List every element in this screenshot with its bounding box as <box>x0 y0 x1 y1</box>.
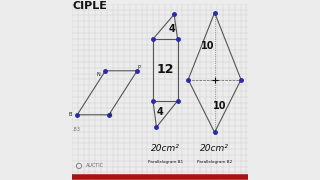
Text: CIPLE: CIPLE <box>73 1 108 11</box>
Text: 4: 4 <box>156 107 164 117</box>
Text: P: P <box>137 65 140 70</box>
Text: N: N <box>96 72 100 77</box>
Text: 20cm²: 20cm² <box>200 144 229 153</box>
Text: 20cm²: 20cm² <box>151 144 180 153</box>
Text: 4: 4 <box>169 24 176 33</box>
Text: B: B <box>68 112 72 117</box>
Text: Parallelogram B2: Parallelogram B2 <box>197 160 232 164</box>
Text: 10: 10 <box>201 41 214 51</box>
Text: A: A <box>109 112 112 117</box>
Text: 10: 10 <box>213 101 227 111</box>
Text: .B3: .B3 <box>73 127 81 132</box>
Text: Parallelogram B1: Parallelogram B1 <box>148 160 183 164</box>
Text: AUCTIC: AUCTIC <box>86 163 104 168</box>
Text: 12: 12 <box>156 63 174 76</box>
